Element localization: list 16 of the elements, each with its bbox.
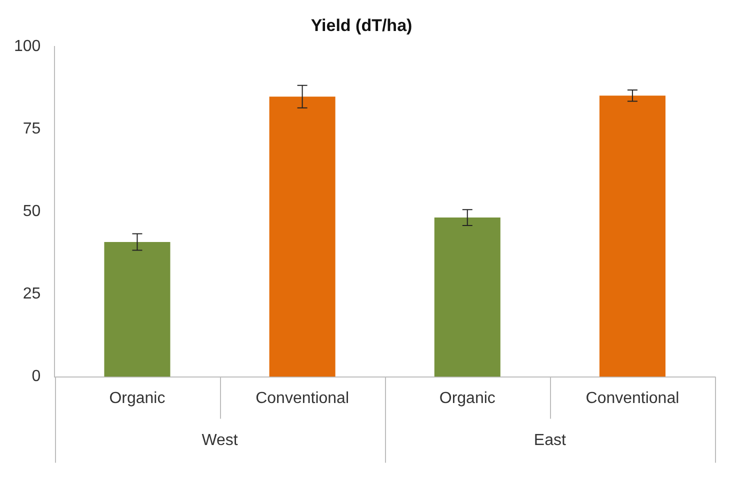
x-tick-label: Organic: [439, 390, 496, 407]
y-tick-label: 0: [32, 368, 41, 386]
bar: [104, 242, 170, 377]
bar: [269, 96, 336, 377]
y-tick-label: 75: [22, 120, 41, 138]
text: West: [202, 432, 238, 450]
x-tick-label: Conventional: [256, 390, 350, 407]
bar: [599, 96, 666, 377]
y-tick-label: 25: [22, 286, 41, 303]
y-tick-label: 100: [14, 38, 41, 55]
x-tick-label: Organic: [109, 390, 166, 407]
bar: [434, 218, 500, 377]
y-tick-label: 50: [22, 203, 41, 220]
chart-title: Yield (dT/ha): [310, 16, 412, 35]
x-tick-label: Conventional: [586, 390, 680, 407]
text: East: [534, 432, 566, 450]
